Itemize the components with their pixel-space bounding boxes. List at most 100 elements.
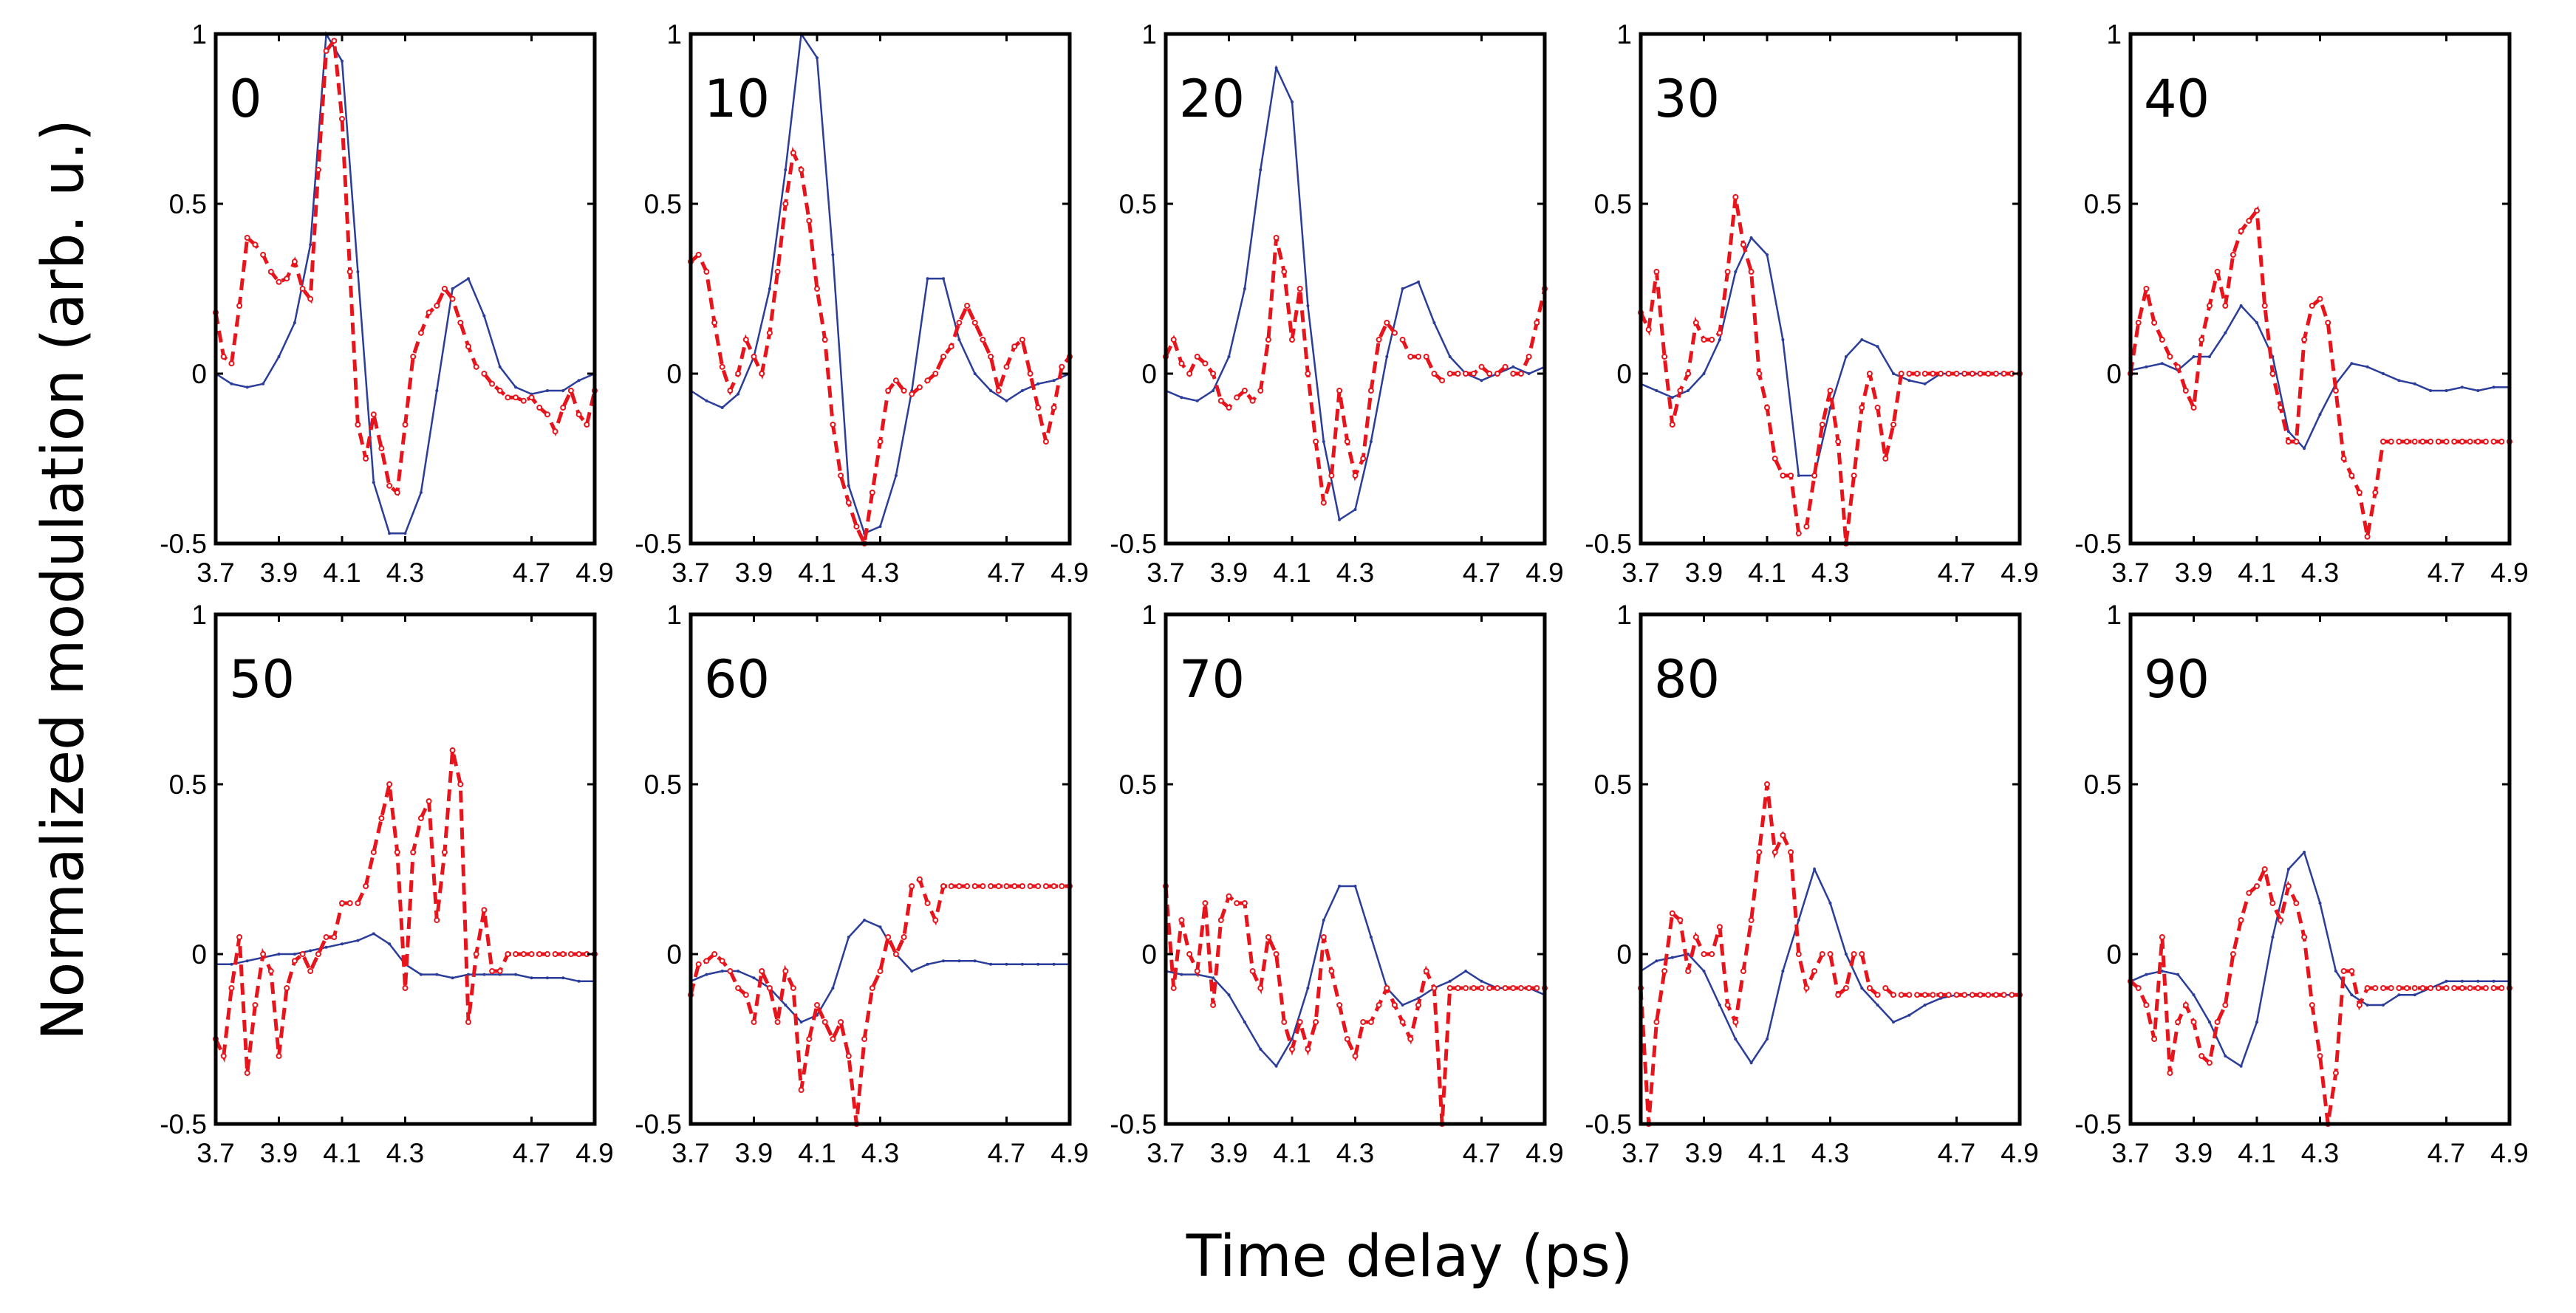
- x-tick-label: 3.7: [1147, 558, 1184, 588]
- series-red-point: [2467, 439, 2473, 445]
- series-red-point: [299, 286, 306, 292]
- series-red-point: [370, 849, 377, 855]
- y-tick-label: 1: [1141, 600, 1157, 630]
- series-blue-point: [847, 484, 850, 487]
- series-red-point: [1360, 1019, 1367, 1025]
- panel-label: 10: [704, 69, 770, 129]
- series-blue-point: [957, 338, 961, 341]
- series-blue-point: [514, 385, 518, 389]
- series-red-point: [2372, 985, 2379, 991]
- series-red-point: [1517, 371, 1524, 377]
- series-red-point: [1716, 924, 1723, 930]
- series-red-point: [1376, 1002, 1382, 1008]
- x-tick-label: 4.3: [1336, 558, 1374, 588]
- series-red-point: [1866, 371, 1873, 377]
- y-tick-label: -0.5: [2074, 1109, 2122, 1139]
- series-blue-point: [2492, 385, 2495, 389]
- series-blue-point: [799, 1021, 803, 1024]
- series-red-point: [1059, 363, 1065, 370]
- series-red-point: [1399, 1019, 1406, 1025]
- series-red-point: [1446, 371, 1453, 377]
- x-tick-label: 4.7: [1463, 558, 1500, 588]
- series-blue-point: [2176, 973, 2180, 976]
- series-blue-point: [1844, 355, 1848, 358]
- series-red-point: [536, 951, 543, 957]
- y-tick-label: 1: [1141, 19, 1157, 49]
- y-tick-label: 0.5: [1594, 769, 1632, 800]
- series-red-point: [909, 391, 915, 397]
- series-red-point: [1677, 917, 1684, 923]
- series-blue-point: [293, 321, 296, 324]
- series-red-point: [315, 951, 321, 957]
- x-tick-label: 4.3: [861, 558, 899, 588]
- series-blue-point: [277, 355, 281, 358]
- series-red-point: [1296, 1019, 1303, 1025]
- series-red-point: [2301, 337, 2308, 343]
- series-blue-point: [705, 399, 708, 402]
- y-tick-label: 0: [2106, 359, 2122, 389]
- series-blue-point: [309, 243, 312, 247]
- series-blue-point: [1749, 236, 1753, 239]
- series-red-point: [1170, 337, 1177, 343]
- series-red-point: [1265, 934, 1271, 940]
- x-tick-label: 3.7: [2111, 1138, 2149, 1168]
- series-blue-point: [467, 277, 470, 281]
- y-tick-label: 0.5: [1119, 769, 1157, 800]
- series-red-point: [1210, 1002, 1217, 1008]
- series-red-point: [1945, 371, 1952, 377]
- series-blue-point: [1844, 953, 1848, 956]
- series-red-point: [1391, 329, 1398, 336]
- series-red-point: [402, 422, 409, 428]
- series-blue-point: [1892, 372, 1895, 375]
- x-tick-label: 4.1: [2238, 558, 2275, 588]
- series-blue-point: [1860, 987, 1864, 990]
- series-red-point: [861, 1036, 868, 1042]
- series-blue-point: [1243, 287, 1246, 290]
- series-red-point: [766, 329, 773, 336]
- series-red-point: [995, 388, 1002, 394]
- y-tick-label: 0: [191, 359, 207, 389]
- x-tick-label: 4.9: [2001, 1138, 2038, 1168]
- series-red-point: [948, 883, 954, 889]
- panel-30: 3.7 3.9 4.1 4.3 4.7 4.9 1 0.5 0 -0.5 30: [1585, 19, 2038, 588]
- series-red-point: [2301, 934, 2308, 940]
- panel-0: 3.7 3.9 4.1 4.3 4.7 4.9 1 0.5 0 -0.5 0: [160, 19, 613, 588]
- series-red-point: [751, 1019, 757, 1025]
- series-red-point: [790, 150, 796, 156]
- y-tick-label: -0.5: [1585, 1109, 1632, 1139]
- series-red-point: [1510, 371, 1517, 377]
- series-red-point: [2443, 439, 2450, 445]
- y-tick-label: 1: [1616, 19, 1632, 49]
- x-tick-label: 4.3: [386, 558, 424, 588]
- series-red-point: [260, 951, 267, 957]
- series-blue-point: [482, 973, 486, 976]
- series-red-point: [2340, 456, 2347, 462]
- series-red-point: [1399, 337, 1406, 343]
- series-blue-point: [2350, 993, 2354, 997]
- series-red-point: [1439, 377, 1446, 384]
- series-blue-point: [1306, 987, 1310, 990]
- series-red-point: [1170, 985, 1177, 991]
- series-red-point: [1859, 951, 1865, 957]
- series-red-point: [2309, 1002, 2315, 1008]
- series-blue-point: [1180, 973, 1183, 976]
- series-red-point: [552, 428, 558, 435]
- series-red-point: [1265, 337, 1271, 343]
- series-blue-point: [293, 953, 296, 956]
- series-red-point: [513, 394, 519, 401]
- series-blue-point: [1480, 979, 1483, 983]
- series-blue-point: [2382, 1004, 2385, 1007]
- series-red-point: [2428, 985, 2434, 991]
- x-tick-label: 4.3: [386, 1138, 424, 1168]
- series-red-point: [449, 747, 456, 753]
- series-red-point: [394, 849, 400, 855]
- series-blue-point: [2350, 362, 2354, 366]
- series-red-point: [964, 303, 971, 309]
- series-red-point: [496, 968, 503, 974]
- series-blue-point: [1243, 1021, 1246, 1024]
- series-red-point: [1534, 320, 1540, 326]
- series-red-point: [1701, 951, 1707, 957]
- series-red-point: [1803, 985, 1810, 991]
- series-red-point: [2182, 1002, 2189, 1008]
- series-blue-point: [989, 389, 993, 392]
